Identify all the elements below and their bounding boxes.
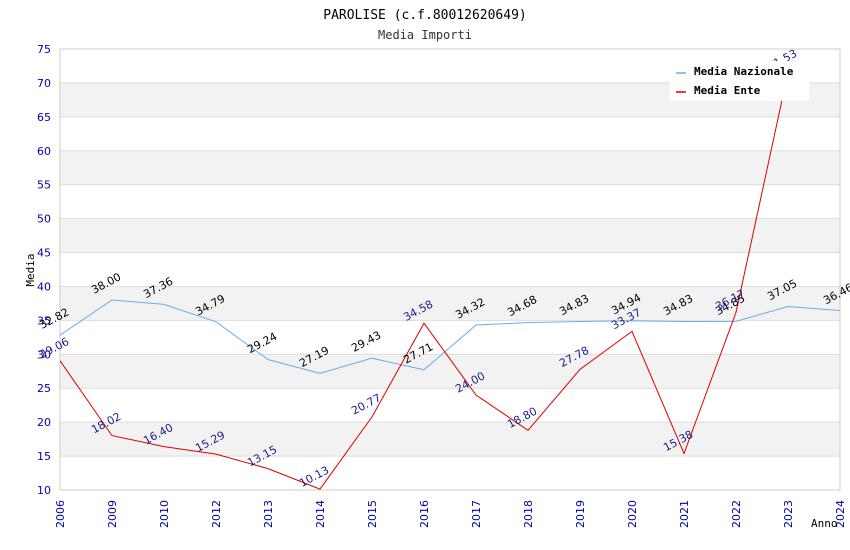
series-line-nazionale <box>59 299 841 374</box>
y-tick-label: 15 <box>37 450 51 463</box>
grid-bands <box>60 82 840 457</box>
x-tick-label: 2014 <box>314 500 327 528</box>
y-tick-label: 35 <box>37 314 51 327</box>
series-lines <box>59 72 841 490</box>
y-tick-label: 50 <box>37 213 51 226</box>
series-line-ente <box>59 72 789 490</box>
y-tick-label: 25 <box>37 382 51 395</box>
x-tick-label: 2019 <box>574 500 587 528</box>
y-tick-label: 20 <box>37 416 51 429</box>
y-tick-label: 30 <box>37 348 51 361</box>
legend-label-ente: Media Ente <box>694 84 761 97</box>
y-tick-label: 70 <box>37 77 51 90</box>
y-axis-label: Media <box>24 253 37 286</box>
x-tick-label: 2023 <box>782 500 795 528</box>
x-tick-label: 2013 <box>262 500 275 528</box>
y-tick-label: 65 <box>37 111 51 124</box>
grid-band <box>60 150 840 185</box>
plot-frame <box>59 48 841 491</box>
data-label-ente: 20.77 <box>349 391 383 417</box>
x-tick-label: 2020 <box>626 500 639 528</box>
x-tick-label: 2024 <box>834 500 847 528</box>
grid-band <box>60 218 840 253</box>
data-label-ente: 10.13 <box>297 464 331 490</box>
x-tick-label: 2009 <box>106 500 119 528</box>
data-label-nazionale: 29.43 <box>349 329 383 355</box>
y-tick-label: 40 <box>37 280 51 293</box>
y-tick-label: 75 <box>37 43 51 56</box>
x-tick-label: 2022 <box>730 500 743 528</box>
chart-title: PAROLISE (c.f.80012620649) <box>323 8 527 23</box>
x-tick-label: 2021 <box>678 500 691 528</box>
y-tick-label: 10 <box>37 484 51 497</box>
y-axis-ticks: 10 15 20 25 30 35 40 45 50 55 60 65 70 75 <box>37 43 51 497</box>
x-axis-label: Anno <box>811 517 838 530</box>
x-tick-label: 2012 <box>210 500 223 528</box>
data-label-nazionale: 29.24 <box>245 330 279 356</box>
grid-band <box>60 422 840 457</box>
legend: Media Nazionale Media Ente <box>670 61 809 101</box>
y-tick-label: 60 <box>37 145 51 158</box>
x-axis-ticks: 2006 2009 2010 2012 2013 2014 2015 2016 2017 2018… <box>54 500 847 528</box>
x-tick-label: 2017 <box>470 500 483 528</box>
chart-subtitle: Media Importi <box>378 28 472 42</box>
x-tick-label: 2016 <box>418 500 431 528</box>
x-tick-label: 2006 <box>54 500 67 528</box>
x-tick-label: 2010 <box>158 500 171 528</box>
legend-box <box>670 61 809 101</box>
grid-band <box>60 286 840 321</box>
legend-label-nazionale: Media Nazionale <box>694 65 794 78</box>
y-tick-label: 45 <box>37 247 51 260</box>
x-tick-label: 2018 <box>522 500 535 528</box>
data-label-nazionale: 32.82 <box>37 306 71 332</box>
x-tick-label: 2015 <box>366 500 379 528</box>
y-tick-label: 55 <box>37 179 51 192</box>
